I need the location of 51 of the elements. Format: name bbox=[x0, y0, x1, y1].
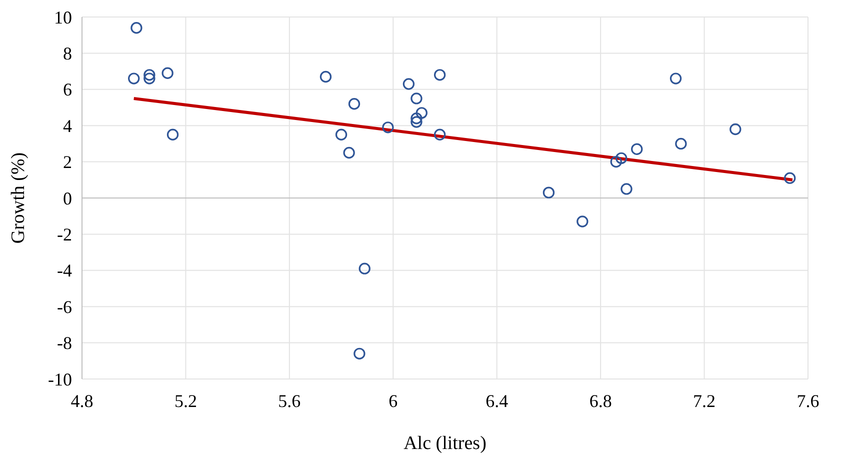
point bbox=[343, 146, 355, 159]
y-tick-label: 0 bbox=[63, 188, 72, 208]
point bbox=[382, 122, 394, 134]
point bbox=[130, 22, 142, 34]
y-tick-label: -6 bbox=[57, 296, 72, 317]
point bbox=[410, 92, 422, 104]
point bbox=[128, 72, 140, 84]
point bbox=[610, 156, 622, 168]
x-tick-label: 7.6 bbox=[796, 391, 820, 411]
x-tick-label: 7.2 bbox=[693, 391, 716, 411]
y-tick-label: 8 bbox=[63, 44, 72, 64]
x-tick-label: 6.4 bbox=[486, 391, 508, 411]
point bbox=[670, 72, 682, 84]
y-tick-label: 6 bbox=[63, 80, 72, 100]
point bbox=[784, 172, 796, 184]
point bbox=[416, 107, 428, 119]
point bbox=[348, 98, 360, 110]
point bbox=[144, 69, 156, 81]
x-tick-label: 5.6 bbox=[278, 391, 301, 411]
x-tick-label: 6.8 bbox=[589, 391, 612, 411]
y-axis-title: Growth (%) bbox=[8, 152, 29, 244]
point bbox=[358, 262, 370, 274]
point bbox=[434, 69, 446, 81]
point bbox=[410, 112, 422, 124]
y-tick-label: -2 bbox=[57, 224, 72, 244]
y-tick-label: -10 bbox=[48, 369, 72, 390]
point bbox=[730, 123, 742, 136]
point bbox=[410, 116, 422, 128]
point bbox=[320, 70, 332, 83]
point bbox=[576, 216, 588, 228]
point bbox=[402, 78, 415, 90]
y-tick-label: 10 bbox=[54, 7, 72, 28]
y-tick-label: 2 bbox=[63, 152, 72, 172]
point bbox=[631, 143, 643, 155]
x-tick-label: 6 bbox=[388, 391, 398, 411]
point bbox=[354, 348, 366, 360]
point bbox=[162, 67, 174, 79]
point bbox=[166, 128, 179, 140]
point bbox=[675, 138, 687, 150]
point bbox=[542, 186, 555, 198]
x-tick-label: 5.2 bbox=[174, 391, 197, 411]
y-tick-label: -8 bbox=[57, 333, 72, 354]
x-tick-label: 4.8 bbox=[70, 391, 94, 411]
point bbox=[144, 72, 156, 84]
y-tick-label: -4 bbox=[57, 260, 72, 281]
x-axis-title: Alc (litres) bbox=[404, 433, 486, 454]
point bbox=[615, 152, 628, 164]
point bbox=[335, 128, 348, 140]
point bbox=[620, 183, 632, 195]
y-tick-label: 4 bbox=[63, 116, 72, 136]
point bbox=[434, 128, 446, 140]
